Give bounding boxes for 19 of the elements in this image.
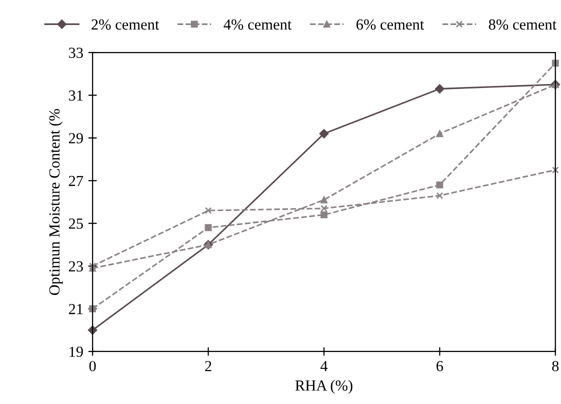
legend-label: 2% cement (92, 19, 160, 30)
y-tick-label: 25 (68, 218, 83, 229)
x-tick-label: 0 (89, 360, 96, 372)
legend-label: 8% cement (488, 19, 557, 30)
y-tick-label: 29 (68, 133, 83, 144)
y-tick-label: 27 (68, 176, 84, 186)
y-tick-label: 33 (68, 48, 83, 58)
legend-label: 6% cement (356, 19, 424, 30)
x-tick-label: 2 (205, 360, 212, 372)
y-tick-label: 21 (68, 304, 83, 314)
x-axis-title: RHA (%) (295, 380, 352, 394)
x-tick-label: 6 (436, 360, 444, 372)
x-tick-label: 8 (552, 360, 559, 372)
y-axis-title: Optimun Moisture Content (% (48, 108, 63, 295)
legend-label: 4% cement (224, 19, 292, 30)
y-tick-label: 31 (68, 90, 83, 101)
y-tick-label: 23 (68, 261, 83, 272)
y-tick-label: 19 (70, 346, 83, 357)
x-tick-label: 4 (320, 361, 328, 372)
